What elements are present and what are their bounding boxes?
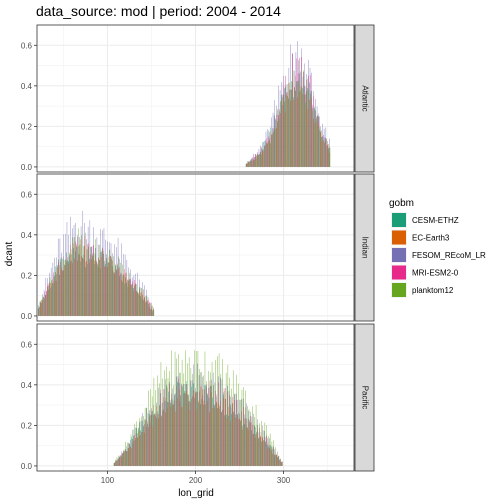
legend-label: FESOM_REcoM_LR bbox=[412, 251, 486, 260]
y-tick-label: 0.6 bbox=[21, 41, 33, 50]
y-tick-label: 0.2 bbox=[21, 122, 33, 131]
legend-label: EC-Earth3 bbox=[412, 234, 450, 243]
bars bbox=[245, 40, 331, 167]
facet-strip-label: Atlantic bbox=[360, 85, 369, 111]
chart-title: data_source: mod | period: 2004 - 2014 bbox=[36, 3, 281, 19]
legend-key bbox=[392, 248, 406, 262]
legend-label: planktom12 bbox=[412, 286, 454, 295]
legend-item: EC-Earth3 bbox=[391, 229, 450, 246]
x-tick-label: 300 bbox=[277, 476, 291, 485]
y-tick-label: 0.4 bbox=[21, 381, 33, 390]
legend-item: planktom12 bbox=[391, 282, 454, 298]
legend-key bbox=[392, 265, 406, 280]
legend-item: CESM-ETHZ bbox=[391, 212, 459, 228]
legend-key bbox=[392, 213, 406, 227]
facet-strip-label: Indian bbox=[360, 237, 369, 259]
facet-strip-label: Pacific bbox=[360, 386, 369, 410]
x-tick-label: 200 bbox=[189, 476, 203, 485]
facet-panels: 0.00.20.40.6Atlantic0.00.20.40.6Indian0.… bbox=[21, 24, 375, 485]
facet-atlantic: 0.0 0.2 0.4 0.6 Atlantic bbox=[21, 24, 375, 173]
legend-title: gobm bbox=[389, 198, 414, 209]
bars bbox=[113, 350, 283, 466]
panel-border bbox=[36, 173, 355, 322]
x-tick-label: 100 bbox=[101, 476, 115, 485]
y-tick-label: 0.0 bbox=[21, 163, 33, 172]
panel-border bbox=[36, 24, 355, 173]
x-axis-title: lon_grid bbox=[178, 488, 214, 499]
facet-strip bbox=[354, 323, 375, 472]
y-tick-label: 0.2 bbox=[21, 421, 33, 430]
legend-key bbox=[392, 283, 406, 297]
legend-item: MRI-ESM2-0 bbox=[391, 264, 459, 281]
legend: gobm CESM-ETHZ EC-Earth3 FESOM_REcoM_LR MRI… bbox=[389, 198, 486, 298]
facet-indian: 0.0 0.2 0.4 0.6 Indian bbox=[21, 173, 375, 322]
y-tick-label: 0.0 bbox=[21, 462, 33, 471]
y-tick-label: 0.6 bbox=[21, 190, 33, 199]
y-tick-label: 0.4 bbox=[21, 231, 33, 240]
facet-strip bbox=[354, 24, 375, 173]
legend-label: MRI-ESM2-0 bbox=[412, 269, 459, 278]
y-tick-label: 0.4 bbox=[21, 82, 33, 91]
facet-strip bbox=[354, 173, 375, 322]
y-axis-title: dcant bbox=[4, 242, 15, 267]
legend-label: CESM-ETHZ bbox=[412, 216, 459, 225]
y-tick-label: 0.2 bbox=[21, 271, 33, 280]
facet-pacific: 0.0 0.2 0.4 0.6 Pacific 100 200 300 bbox=[21, 323, 375, 485]
y-tick-label: 0.6 bbox=[21, 340, 33, 349]
legend-item: FESOM_REcoM_LR bbox=[391, 247, 486, 263]
y-tick-label: 0.0 bbox=[21, 312, 33, 321]
bars bbox=[37, 210, 155, 316]
legend-key bbox=[392, 230, 406, 245]
